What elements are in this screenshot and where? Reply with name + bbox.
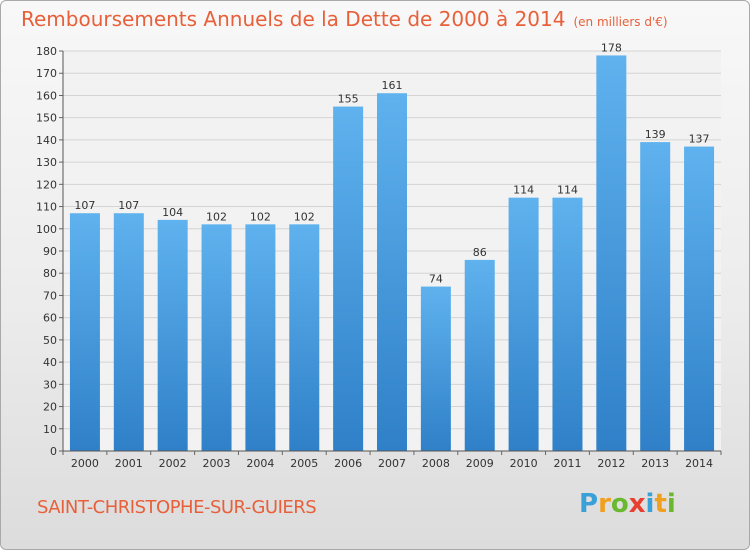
bar (420, 286, 451, 451)
x-tick-label: 2011 (553, 457, 581, 470)
y-tick-label: 160 (36, 89, 57, 102)
x-tick-label: 2010 (510, 457, 538, 470)
x-tick-label: 2007 (378, 457, 406, 470)
bar (464, 259, 495, 451)
x-tick-label: 2013 (641, 457, 669, 470)
y-tick-label: 50 (43, 334, 57, 347)
logo-letter: i (645, 489, 655, 519)
y-tick-label: 120 (36, 178, 57, 191)
bar-value-label: 137 (689, 133, 710, 146)
bar-value-label: 114 (513, 184, 534, 197)
logo-letter: o (610, 489, 629, 519)
logo-letter: i (666, 489, 676, 519)
bar (552, 197, 583, 451)
chart-title: Remboursements Annuels de la Dette de 20… (21, 7, 668, 31)
y-tick-label: 150 (36, 112, 57, 125)
bar-value-label: 107 (118, 199, 139, 212)
logo-letter: t (654, 489, 667, 519)
y-tick-label: 170 (36, 67, 57, 80)
y-tick-label: 100 (36, 223, 57, 236)
bar-value-label: 155 (338, 93, 359, 106)
x-tick-label: 2008 (422, 457, 450, 470)
bar (684, 146, 715, 452)
x-tick-label: 2005 (290, 457, 318, 470)
bar (245, 224, 276, 451)
y-tick-label: 90 (43, 245, 57, 258)
x-tick-label: 2003 (203, 457, 231, 470)
bar-value-label: 102 (250, 210, 271, 223)
bar-value-label: 102 (294, 210, 315, 223)
y-tick-label: 80 (43, 267, 57, 280)
x-tick-label: 2006 (334, 457, 362, 470)
y-tick-label: 60 (43, 312, 57, 325)
y-tick-label: 40 (43, 356, 57, 369)
bar (640, 142, 671, 451)
y-tick-label: 10 (43, 423, 57, 436)
y-tick-label: 130 (36, 156, 57, 169)
bar-value-label: 161 (382, 79, 403, 92)
bar (333, 106, 364, 452)
bar (69, 213, 100, 451)
bar (508, 197, 539, 451)
bar (377, 93, 407, 451)
proxiti-logo[interactable]: Proxiti (579, 489, 676, 519)
chart-title-text: Remboursements Annuels de la Dette de 20… (21, 7, 566, 31)
chart-subtitle: (en milliers d'€) (573, 15, 668, 29)
logo-letter: P (579, 489, 599, 519)
bar (201, 224, 232, 451)
y-tick-label: 70 (43, 289, 57, 302)
x-tick-label: 2000 (71, 457, 99, 470)
bar-value-label: 74 (429, 273, 443, 286)
bar (289, 224, 320, 451)
bar-value-label: 178 (601, 41, 622, 54)
y-tick-label: 140 (36, 134, 57, 147)
commune-name: SAINT-CHRISTOPHE-SUR-GUIERS (37, 497, 317, 518)
y-tick-label: 0 (50, 445, 57, 458)
bar-value-label: 104 (162, 206, 183, 219)
y-tick-label: 20 (43, 401, 57, 414)
bar-value-label: 139 (645, 128, 666, 141)
x-tick-label: 2002 (159, 457, 187, 470)
x-tick-label: 2009 (466, 457, 494, 470)
x-tick-label: 2014 (685, 457, 713, 470)
y-tick-label: 110 (36, 201, 57, 214)
logo-letter: x (628, 489, 646, 519)
bar-value-label: 86 (473, 246, 487, 259)
x-tick-label: 2012 (597, 457, 625, 470)
logo-letter: r (598, 489, 611, 519)
bar-value-label: 107 (74, 199, 95, 212)
bar (157, 219, 188, 451)
y-tick-label: 180 (36, 45, 57, 58)
x-tick-label: 2004 (246, 457, 274, 470)
y-tick-label: 30 (43, 378, 57, 391)
bar-value-label: 102 (206, 210, 227, 223)
x-tick-label: 2001 (115, 457, 143, 470)
bar (596, 55, 627, 451)
bar (113, 213, 144, 451)
bar-value-label: 114 (557, 184, 578, 197)
